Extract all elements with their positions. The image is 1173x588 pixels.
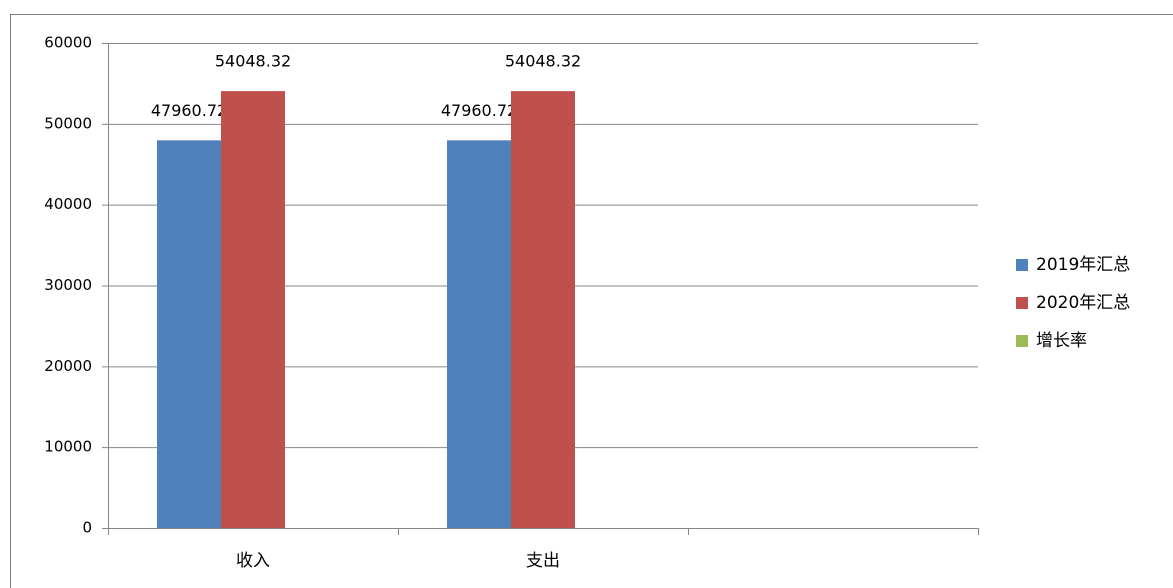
legend-swatch: [1016, 335, 1028, 347]
data-label: 54048.32: [505, 52, 581, 71]
bar: [447, 140, 511, 529]
data-label: 47960.72: [441, 101, 517, 120]
bar: [511, 91, 575, 529]
legend-swatch: [1016, 297, 1028, 309]
y-tick-label: 60000: [44, 34, 92, 52]
y-tick-label: 10000: [44, 438, 92, 456]
legend-label: 2020年汇总: [1036, 293, 1130, 313]
y-tick-label: 20000: [44, 357, 92, 375]
x-tick-label: 收入: [236, 551, 270, 571]
data-label: 54048.32: [215, 52, 291, 71]
legend-label: 2019年汇总: [1036, 255, 1130, 275]
legend-label: 增长率: [1036, 331, 1087, 351]
y-tick-label: 50000: [44, 114, 92, 132]
x-tick-label: 支出: [526, 551, 560, 571]
bar: [157, 140, 221, 529]
y-tick-label: 40000: [44, 195, 92, 213]
bar: [221, 91, 285, 529]
y-tick-label: 30000: [44, 276, 92, 294]
data-label: 47960.72: [151, 101, 227, 120]
y-tick-label: 0: [82, 519, 92, 537]
legend-swatch: [1016, 259, 1028, 271]
